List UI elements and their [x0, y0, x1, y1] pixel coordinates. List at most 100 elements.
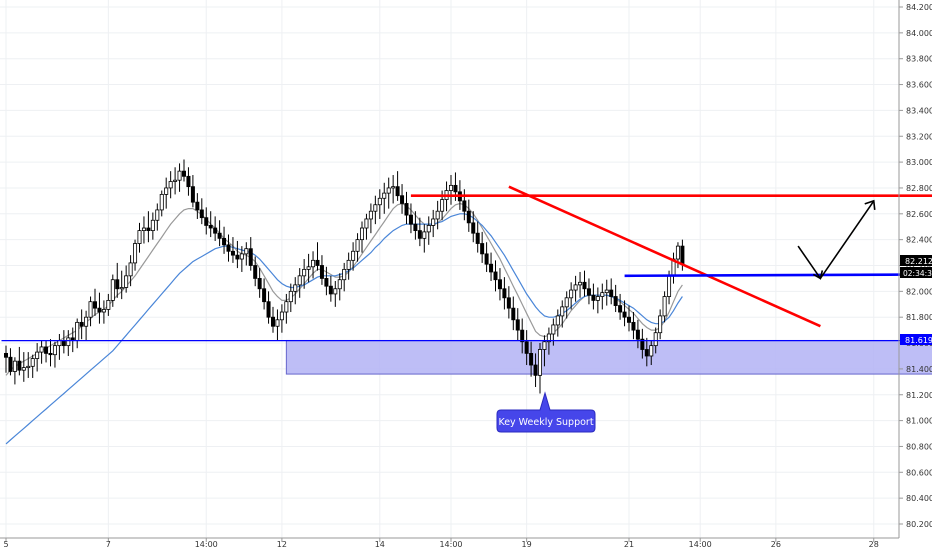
candle-body: [75, 321, 80, 341]
candle-body: [101, 309, 106, 313]
candle-body: [12, 360, 17, 372]
candle-body: [417, 230, 422, 239]
candle-body: [97, 307, 102, 313]
candle-body: [489, 263, 494, 273]
candle-body: [288, 290, 293, 303]
candle-body: [564, 297, 569, 308]
candle-body: [35, 351, 40, 359]
candle-body: [26, 365, 31, 369]
candle-body: [413, 223, 418, 232]
countdown-label-box: [900, 267, 932, 278]
candle-body: [279, 311, 284, 321]
price-tick-label: 83.400: [906, 106, 932, 115]
candle-body: [186, 175, 191, 188]
candle-body: [373, 204, 378, 212]
price-tick-label: 83.200: [906, 132, 932, 141]
candle-body: [141, 227, 146, 232]
candle-body: [560, 306, 565, 317]
candle-body: [146, 227, 151, 232]
candle-body: [635, 329, 640, 340]
time-tick-label: 14:00: [689, 540, 712, 549]
price-label-text: 82.212: [905, 257, 932, 266]
candle-body: [653, 332, 658, 347]
support-zone: [285, 339, 932, 375]
price-tick-label: 81.800: [906, 313, 932, 322]
price-tick-label: 83.600: [906, 81, 932, 90]
candle-body: [471, 222, 476, 234]
candle-body: [337, 279, 342, 290]
candle-body: [208, 225, 213, 229]
candle-body: [649, 345, 654, 357]
time-tick-label: 14:00: [195, 540, 218, 549]
candle-body: [400, 195, 405, 204]
candle-body: [529, 352, 534, 366]
price-tick-label: 80.600: [906, 468, 932, 477]
candle-body: [377, 197, 382, 206]
price-tick-label: 82.600: [906, 210, 932, 219]
candle-body: [30, 358, 35, 367]
candle-body: [79, 321, 84, 327]
candle-body: [253, 265, 258, 279]
candle-body: [239, 253, 244, 260]
candle-body: [159, 194, 164, 211]
arrow-head: [864, 199, 876, 210]
candle-body: [600, 292, 605, 297]
price-tick-label: 84.200: [906, 3, 932, 12]
candle-body: [150, 219, 155, 232]
candle-body: [4, 352, 9, 358]
candle-body: [569, 289, 574, 299]
candle-body: [515, 319, 520, 331]
candle-body: [497, 279, 502, 290]
candle-body: [422, 231, 427, 239]
time-tick-label: 21: [624, 540, 634, 549]
candle-body: [346, 259, 351, 270]
candle-body: [506, 297, 511, 309]
candle-body: [302, 268, 307, 277]
candle-body: [511, 307, 516, 321]
candle-body: [244, 248, 249, 255]
candle-body: [199, 209, 204, 219]
price-tick-label: 83.000: [906, 158, 932, 167]
candle-body: [386, 187, 391, 194]
candle-body: [119, 287, 124, 290]
time-tick-label: 5: [3, 540, 8, 549]
candle-body: [364, 218, 369, 229]
callout-text: Key Weekly Support: [498, 417, 593, 428]
candle-body: [173, 179, 178, 182]
candle-body: [546, 333, 551, 343]
time-tick-label: 26: [771, 540, 781, 549]
candle-body: [440, 199, 445, 212]
candle-body: [275, 319, 280, 327]
candle-body: [604, 289, 609, 294]
candle-body: [533, 364, 538, 376]
candle-body: [640, 338, 645, 350]
candle-body: [311, 259, 316, 268]
time-tick-label: 28: [869, 540, 879, 549]
downtrend-line: [508, 185, 821, 328]
candle-body: [217, 232, 222, 239]
candle-body: [538, 349, 543, 376]
candle-body: [431, 218, 436, 226]
candle-body: [484, 253, 489, 265]
candle-body: [662, 296, 667, 317]
time-tick-label: 19: [522, 540, 532, 549]
arrow-head-mid: [812, 270, 824, 280]
price-tick-label: 81.400: [906, 365, 932, 374]
candle-body: [555, 315, 560, 326]
candle-body: [502, 288, 507, 299]
candle-body: [448, 184, 453, 191]
candle-body: [226, 244, 231, 252]
candle-body: [328, 285, 333, 295]
candle-body: [355, 239, 360, 252]
candle-body: [266, 301, 271, 318]
candle-body: [235, 254, 240, 260]
candle-body: [21, 367, 26, 371]
candle-body: [181, 170, 186, 177]
candle-body: [204, 217, 209, 226]
candle-body: [391, 186, 396, 189]
candle-body: [582, 281, 587, 290]
candle-body: [319, 265, 324, 279]
candle-body: [222, 237, 227, 246]
candle-body: [44, 346, 49, 354]
